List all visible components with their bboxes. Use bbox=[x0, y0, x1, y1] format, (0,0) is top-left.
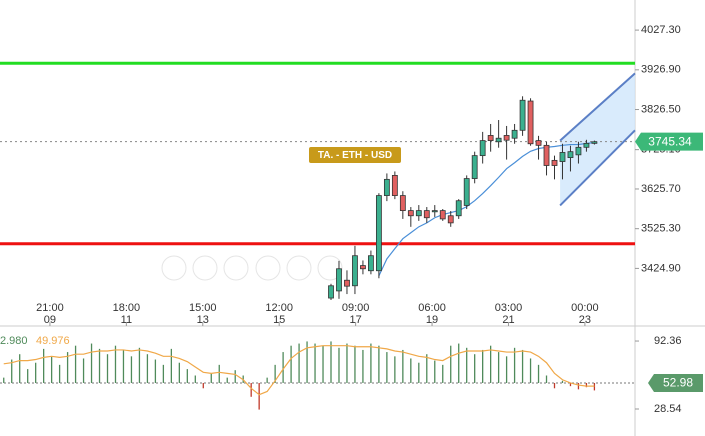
candle-body bbox=[535, 140, 542, 146]
candle-body bbox=[543, 144, 550, 166]
channel-line bbox=[559, 72, 636, 142]
x-tick-day: 21 bbox=[502, 314, 514, 326]
last-value-label: 52.98 bbox=[663, 376, 693, 390]
x-tick-label: 15:00 bbox=[189, 302, 217, 314]
y-tick-label: 3826.50 bbox=[641, 103, 681, 115]
y-tick-label: 3525.30 bbox=[641, 223, 681, 235]
last-value-tag bbox=[648, 373, 703, 392]
candle-body bbox=[583, 142, 590, 148]
last-price-tag bbox=[635, 132, 703, 151]
x-tick-label: 03:00 bbox=[495, 302, 523, 314]
tool-button[interactable] bbox=[223, 255, 249, 281]
channel-fill bbox=[560, 73, 635, 206]
x-tick-label: 12:00 bbox=[265, 302, 293, 314]
candle-body bbox=[415, 210, 422, 217]
symbol-label-box bbox=[309, 147, 401, 163]
x-tick-day: 19 bbox=[426, 314, 438, 326]
candle-body bbox=[368, 255, 374, 272]
y-tick-label: 3424.90 bbox=[641, 262, 681, 274]
toolbar[interactable] bbox=[161, 255, 343, 281]
tool-button[interactable] bbox=[255, 255, 281, 281]
candle-body bbox=[471, 155, 478, 179]
symbol-label: TA. - ETH - USD bbox=[318, 150, 392, 161]
tool-button[interactable] bbox=[317, 255, 343, 281]
candle-body bbox=[551, 159, 558, 166]
moving-average bbox=[378, 141, 595, 277]
tool-button[interactable] bbox=[192, 255, 218, 281]
tool-button[interactable] bbox=[286, 255, 312, 281]
price-panel: TA. - ETH - USD4027.303926.903826.503725… bbox=[0, 24, 703, 326]
candle-body bbox=[407, 210, 414, 217]
y-tick-label: 3625.70 bbox=[641, 183, 681, 195]
last-price-label: 3745.34 bbox=[648, 134, 692, 148]
candle-body bbox=[360, 265, 366, 270]
candle-body bbox=[527, 100, 534, 145]
candle-body bbox=[511, 129, 518, 139]
x-tick-day: 15 bbox=[273, 314, 285, 326]
candle-body bbox=[487, 135, 494, 141]
x-tick-day: 13 bbox=[197, 314, 209, 326]
candle-body bbox=[591, 141, 598, 144]
candle-body bbox=[519, 99, 526, 131]
x-tick-label: 21:00 bbox=[36, 302, 64, 314]
x-tick-day: 09 bbox=[44, 314, 56, 326]
candle-body bbox=[391, 175, 398, 196]
candle-body bbox=[463, 178, 470, 206]
candle-body bbox=[375, 195, 382, 272]
indicator-value: 49.976 bbox=[36, 335, 70, 347]
tool-button[interactable] bbox=[161, 255, 187, 281]
x-tick-label: 18:00 bbox=[113, 302, 141, 314]
candle-body bbox=[567, 151, 574, 159]
x-tick-label: 06:00 bbox=[418, 302, 446, 314]
indicator-value: 2.980 bbox=[0, 335, 28, 347]
indicator-panel: 2.980 49.976 92.36 28.54 52.98 bbox=[0, 335, 703, 415]
x-tick-label: 00:00 bbox=[571, 302, 599, 314]
candle-body bbox=[559, 152, 566, 162]
candle-body bbox=[455, 200, 462, 217]
candle-body bbox=[431, 210, 438, 213]
x-tick-day: 17 bbox=[350, 314, 362, 326]
candle-body bbox=[575, 146, 582, 156]
y-tick-label: 4027.30 bbox=[641, 24, 681, 36]
y-tick-label: 92.36 bbox=[654, 335, 682, 347]
candle-body bbox=[336, 268, 342, 292]
x-tick-label: 09:00 bbox=[342, 302, 370, 314]
candle-body bbox=[479, 140, 486, 157]
y-tick-label: 3926.90 bbox=[641, 64, 681, 76]
candle-body bbox=[503, 135, 510, 141]
x-tick-day: 11 bbox=[121, 314, 132, 326]
oscillator-line bbox=[3, 345, 595, 396]
candle-body bbox=[423, 210, 430, 219]
candle-body bbox=[439, 210, 446, 220]
candle-body bbox=[328, 285, 334, 299]
channel-line bbox=[559, 129, 636, 207]
candle-body bbox=[447, 215, 454, 224]
candle-body bbox=[495, 137, 502, 143]
x-tick-day: 23 bbox=[579, 314, 591, 326]
candle-body bbox=[399, 195, 406, 212]
candle-body bbox=[344, 279, 350, 287]
candle-body bbox=[352, 255, 358, 287]
candle-body bbox=[383, 178, 390, 196]
y-tick-label: 28.54 bbox=[654, 403, 682, 415]
